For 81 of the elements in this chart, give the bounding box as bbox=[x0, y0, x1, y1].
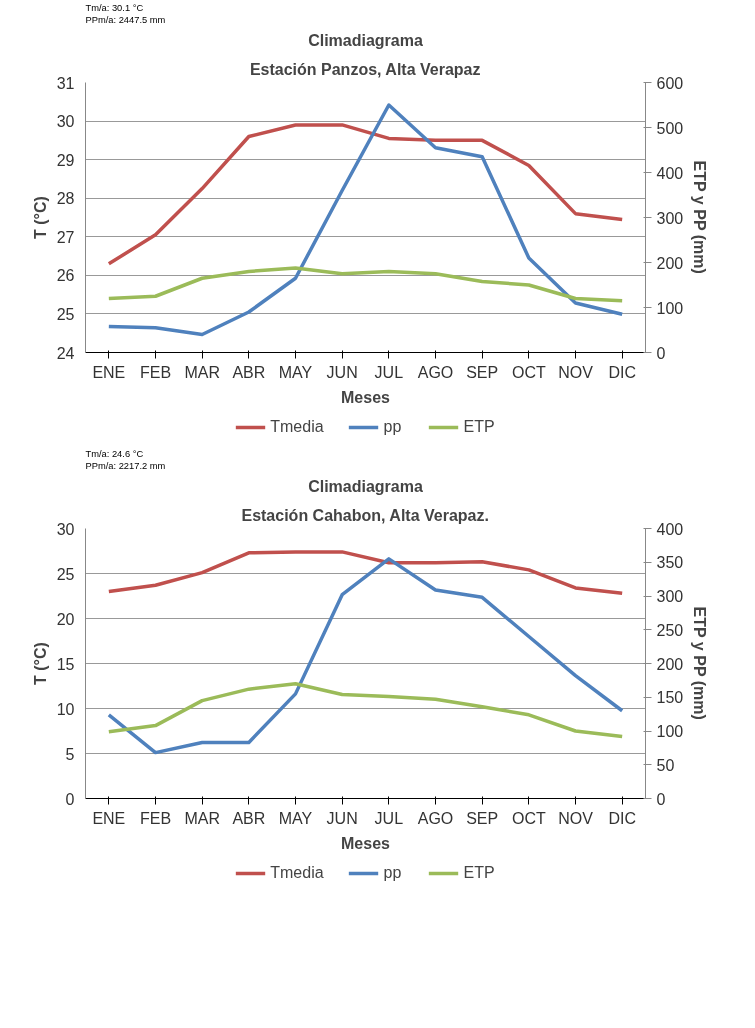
x-tick-label: DIC bbox=[608, 363, 636, 381]
x-tick-label: MAR bbox=[184, 363, 220, 381]
text: Tm/a: 30.1 °C bbox=[85, 2, 144, 13]
x-tick-label: AGO bbox=[417, 809, 454, 827]
y2-tick-label: 300 bbox=[656, 209, 684, 227]
y2-tick-label: 500 bbox=[656, 119, 684, 137]
y2-tick-label: 100 bbox=[656, 723, 684, 740]
line-series bbox=[107, 682, 624, 739]
x-tick-label: OCT bbox=[511, 363, 546, 381]
y-tick-label: 28 bbox=[56, 190, 75, 208]
x-tick-label: AGO bbox=[417, 363, 454, 381]
y-tick-label: 31 bbox=[56, 74, 75, 92]
x-tick-label: ENE bbox=[92, 809, 126, 827]
y-tick-label: 27 bbox=[56, 228, 75, 246]
x-tick-label: FEB bbox=[139, 363, 172, 381]
text: Tm/a: 24.6 °C bbox=[85, 448, 144, 459]
y2-axis-title: ETP y PP (mm) bbox=[691, 606, 709, 720]
y2-tick-label: 400 bbox=[656, 520, 684, 538]
y-tick-label: 20 bbox=[56, 610, 75, 628]
x-tick-label: ABR bbox=[232, 809, 266, 827]
y-tick-label: 0 bbox=[65, 790, 75, 808]
y-tick-label: 30 bbox=[56, 113, 75, 131]
x-axis-title: Meses bbox=[341, 388, 391, 406]
x-tick-label: DIC bbox=[608, 809, 636, 827]
x-tick-label: MAR bbox=[184, 809, 220, 827]
y-tick-label: 25 bbox=[56, 305, 75, 323]
x-tick-label: JUN bbox=[326, 809, 358, 827]
legend-label: Tmedia bbox=[270, 864, 324, 882]
x-tick-label: JUN bbox=[326, 363, 358, 381]
y-axis-title: T (°C) bbox=[31, 642, 49, 685]
x-tick-label: NOV bbox=[558, 809, 594, 827]
x-axis-title: Meses bbox=[341, 834, 391, 852]
legend-label: Tmedia bbox=[270, 418, 324, 436]
y2-tick-label: 200 bbox=[656, 254, 684, 272]
x-tick-label: ENE bbox=[92, 363, 126, 381]
chart-title: Climadiagrama bbox=[308, 31, 423, 49]
line-series bbox=[107, 103, 624, 337]
x-tick-label: SEP bbox=[466, 363, 499, 381]
x-tick-label: JUL bbox=[374, 809, 404, 827]
y2-tick-label: 350 bbox=[656, 554, 684, 572]
x-tick-label: MAY bbox=[278, 809, 313, 827]
y-tick-label: 5 bbox=[65, 745, 75, 763]
chart-subtitle: Estación Cahabon, Alta Verapaz. bbox=[241, 506, 489, 524]
y2-tick-label: 400 bbox=[656, 164, 684, 182]
line-series bbox=[107, 266, 624, 303]
y-axis-title: T (°C) bbox=[31, 196, 49, 239]
y-tick-label: 29 bbox=[56, 151, 75, 169]
x-tick-label: JUL bbox=[374, 363, 404, 381]
y-tick-label: 10 bbox=[56, 700, 75, 718]
y2-tick-label: 150 bbox=[656, 689, 684, 707]
text: PPm/a: 2447.5 mm bbox=[85, 14, 166, 25]
y2-tick-label: 100 bbox=[656, 299, 684, 317]
y-tick-label: 15 bbox=[56, 655, 75, 673]
text: PPm/a: 2217.2 mm bbox=[85, 460, 166, 471]
line-series bbox=[107, 123, 624, 266]
y2-tick-label: 0 bbox=[656, 790, 666, 808]
x-tick-label: ABR bbox=[232, 363, 266, 381]
x-tick-label: MAY bbox=[278, 363, 313, 381]
x-tick-label: NOV bbox=[558, 363, 594, 381]
legend-label: ETP bbox=[463, 418, 495, 436]
y-tick-label: 24 bbox=[56, 344, 75, 362]
y2-tick-label: 0 bbox=[656, 344, 666, 362]
x-tick-label: OCT bbox=[511, 809, 546, 827]
y2-axis-title: ETP y PP (mm) bbox=[691, 160, 709, 274]
x-tick-label: SEP bbox=[466, 809, 499, 827]
x-tick-label: FEB bbox=[139, 809, 172, 827]
legend-label: pp bbox=[383, 864, 403, 882]
y-tick-label: 26 bbox=[56, 267, 75, 285]
y2-tick-label: 250 bbox=[656, 621, 684, 639]
y2-tick-label: 600 bbox=[656, 74, 684, 92]
y-tick-label: 30 bbox=[56, 520, 75, 538]
legend-label: ETP bbox=[463, 864, 495, 882]
line-series bbox=[107, 550, 624, 596]
y2-tick-label: 50 bbox=[656, 756, 675, 774]
y2-tick-label: 200 bbox=[656, 655, 684, 673]
legend-label: pp bbox=[383, 418, 403, 436]
line-series bbox=[107, 557, 624, 755]
y-tick-label: 25 bbox=[56, 565, 75, 583]
y2-tick-label: 300 bbox=[656, 588, 684, 605]
chart-title: Climadiagrama bbox=[308, 477, 423, 495]
chart-subtitle: Estación Panzos, Alta Verapaz bbox=[249, 60, 481, 78]
